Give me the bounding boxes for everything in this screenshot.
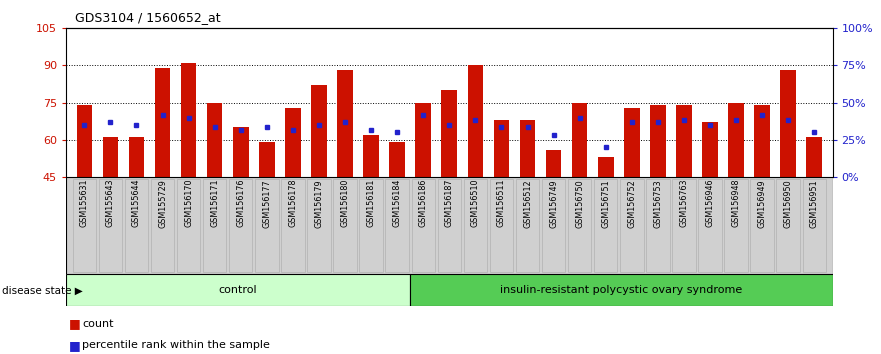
Bar [233,127,248,177]
Bar [359,179,383,273]
Text: GSM156752: GSM156752 [627,179,636,228]
Text: GSM156187: GSM156187 [445,179,454,228]
Text: GSM156176: GSM156176 [236,179,245,228]
Text: disease state ▶: disease state ▶ [2,285,83,295]
Bar [594,179,618,273]
Bar [620,179,643,273]
Bar [389,142,405,177]
Text: GSM156946: GSM156946 [706,179,714,228]
Bar [806,137,822,177]
Text: insulin-resistant polycystic ovary syndrome: insulin-resistant polycystic ovary syndr… [500,285,743,295]
Bar [285,108,300,177]
Bar [572,103,588,177]
Bar [699,179,722,273]
Bar [363,135,379,177]
Text: GSM156186: GSM156186 [418,179,428,227]
Bar [598,157,613,177]
Bar [463,179,487,273]
Bar [177,179,200,273]
Bar [468,65,483,177]
Text: GSM156750: GSM156750 [575,179,584,228]
Text: control: control [218,285,257,295]
Text: percentile rank within the sample: percentile rank within the sample [82,340,270,350]
Text: GSM156180: GSM156180 [341,179,350,227]
Bar [155,68,170,177]
Bar [803,179,826,273]
Text: GSM156184: GSM156184 [393,179,402,227]
Bar [490,179,513,273]
Bar [207,103,223,177]
Text: GSM156179: GSM156179 [315,179,323,228]
Text: GSM155729: GSM155729 [158,179,167,228]
Text: GSM156170: GSM156170 [184,179,193,228]
Bar [702,122,718,177]
Text: GSM156177: GSM156177 [263,179,271,228]
Bar [333,179,357,273]
Text: GSM156181: GSM156181 [366,179,375,227]
Bar [724,179,748,273]
Text: GSM156949: GSM156949 [758,179,766,228]
Bar [416,103,431,177]
Bar [650,105,666,177]
Text: GSM156510: GSM156510 [470,179,480,228]
Bar [624,108,640,177]
Bar [676,105,692,177]
Bar [77,105,93,177]
Bar [259,142,275,177]
Bar [542,179,566,273]
Bar [438,179,461,273]
Bar [515,179,539,273]
Bar [568,179,591,273]
Text: count: count [82,319,114,329]
Text: GSM156751: GSM156751 [601,179,611,228]
Bar [102,137,118,177]
Bar [411,274,833,306]
Text: GSM155644: GSM155644 [132,179,141,228]
Bar [181,63,196,177]
Text: ■: ■ [69,318,80,330]
Bar [129,137,144,177]
Bar [672,179,696,273]
Bar [493,120,509,177]
Bar [781,70,796,177]
Bar [751,179,774,273]
Bar [99,179,122,273]
Text: GDS3104 / 1560652_at: GDS3104 / 1560652_at [75,11,220,24]
Text: GSM156951: GSM156951 [810,179,818,228]
Bar [151,179,174,273]
Bar [545,150,561,177]
Text: GSM155643: GSM155643 [106,179,115,228]
Bar [520,120,536,177]
Text: GSM156178: GSM156178 [288,179,298,228]
Text: GSM156171: GSM156171 [211,179,219,228]
Bar [337,70,353,177]
Bar [229,179,253,273]
Bar [72,179,96,273]
Text: GSM156950: GSM156950 [784,179,793,228]
Bar [776,179,800,273]
Bar [729,103,744,177]
Bar [66,274,411,306]
Bar [125,179,148,273]
Text: GSM156749: GSM156749 [549,179,558,228]
Text: GSM155631: GSM155631 [80,179,89,228]
Bar [255,179,278,273]
Text: GSM156763: GSM156763 [679,179,688,228]
Text: GSM156511: GSM156511 [497,179,506,228]
Bar [646,179,670,273]
Bar [281,179,305,273]
Bar [307,179,330,273]
Bar [411,179,435,273]
Text: GSM156948: GSM156948 [731,179,741,228]
Bar [203,179,226,273]
Bar [754,105,770,177]
Text: GSM156753: GSM156753 [654,179,663,228]
Bar [311,85,327,177]
Bar [386,179,409,273]
Text: ■: ■ [69,339,80,352]
Bar [441,90,457,177]
Text: GSM156512: GSM156512 [523,179,532,228]
